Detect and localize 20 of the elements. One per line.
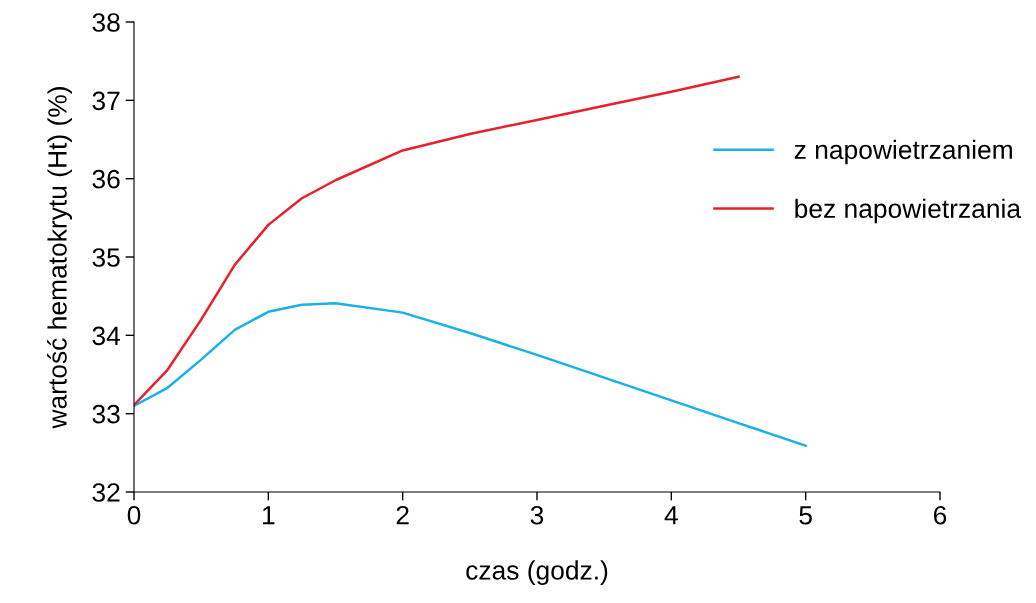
y-tick-label: 34 — [92, 326, 121, 346]
x-tick-label: 6 — [934, 505, 947, 525]
x-tick-label: 5 — [799, 506, 812, 525]
y-tick-label: 33 — [92, 404, 120, 424]
legend-label: bez napowietrzania — [795, 198, 1022, 224]
y-axis-title: wartość hematokrytu (Ht) (%) — [47, 87, 73, 429]
line-series — [134, 75, 740, 407]
legend-label: z napowietrzaniem — [794, 139, 1012, 165]
x-tick-label: 4 — [664, 506, 678, 525]
x-tick-label: 0 — [127, 505, 141, 525]
x-tick-label: 1 — [263, 506, 275, 525]
y-tick-label: 37 — [92, 91, 120, 111]
y-tick-label: 35 — [92, 248, 120, 267]
y-tick-label: 38 — [92, 13, 120, 32]
x-axis-title: czas (godz.) — [466, 560, 608, 585]
x-tick-label: 2 — [396, 505, 409, 525]
y-tick-label: 32 — [92, 483, 120, 502]
line-series — [134, 301, 807, 448]
y-tick-label: 36 — [92, 169, 120, 189]
x-tick-label: 3 — [530, 505, 544, 525]
